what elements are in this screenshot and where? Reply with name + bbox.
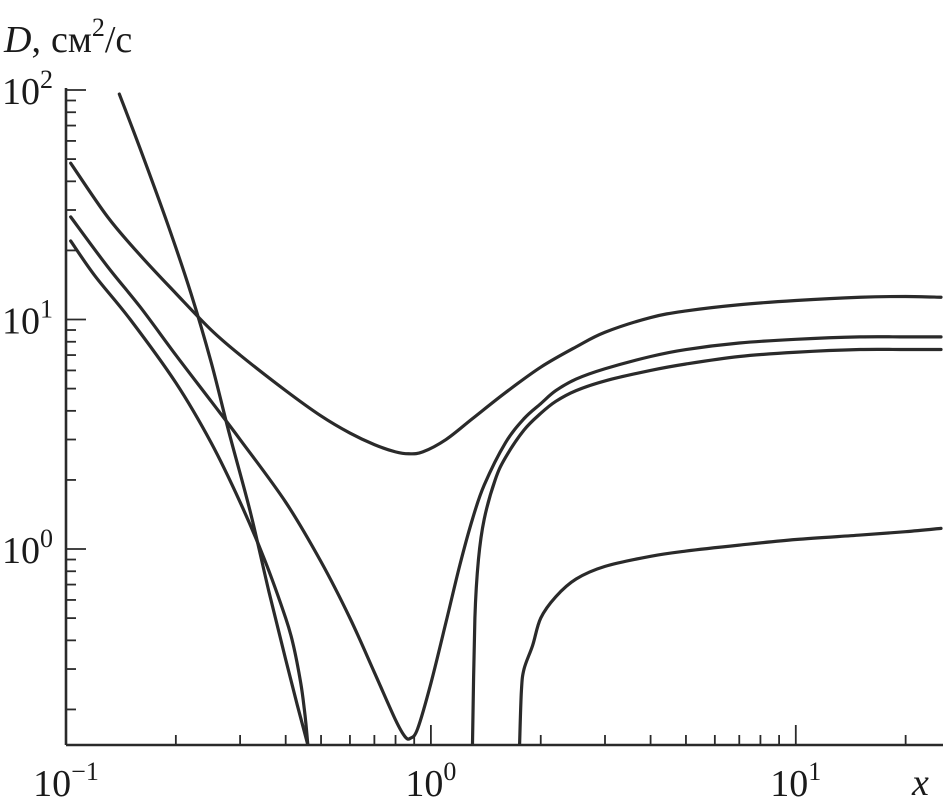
x-tick-label: 100 <box>405 757 456 805</box>
x-tick-label: 10−1 <box>33 757 99 805</box>
tick-labels: 10−1 100 101 100 101 102 <box>2 65 821 805</box>
series-line-3 <box>69 239 310 745</box>
series-line-5 <box>470 347 943 745</box>
x-axis-title: x <box>911 762 929 804</box>
series-line-4 <box>117 92 310 745</box>
y-axis-title: D, см2/с <box>3 13 132 61</box>
y-axis-unit-exponent: 2 <box>92 13 105 42</box>
x-tick-label: 101 <box>770 757 821 805</box>
y-tick-label: 100 <box>2 524 53 572</box>
y-axis-symbol: D <box>3 19 31 61</box>
y-axis-unit-tail: /с <box>105 19 132 61</box>
y-axis-separator: , <box>31 19 41 61</box>
series-line-1 <box>69 161 943 456</box>
y-tick-label: 101 <box>2 295 53 343</box>
y-tick-label: 102 <box>2 65 53 113</box>
y-axis-unit: см <box>51 19 92 61</box>
axes <box>64 88 943 747</box>
series-line-6 <box>517 526 943 745</box>
series-line-2 <box>69 215 943 741</box>
series-layer <box>69 92 943 745</box>
